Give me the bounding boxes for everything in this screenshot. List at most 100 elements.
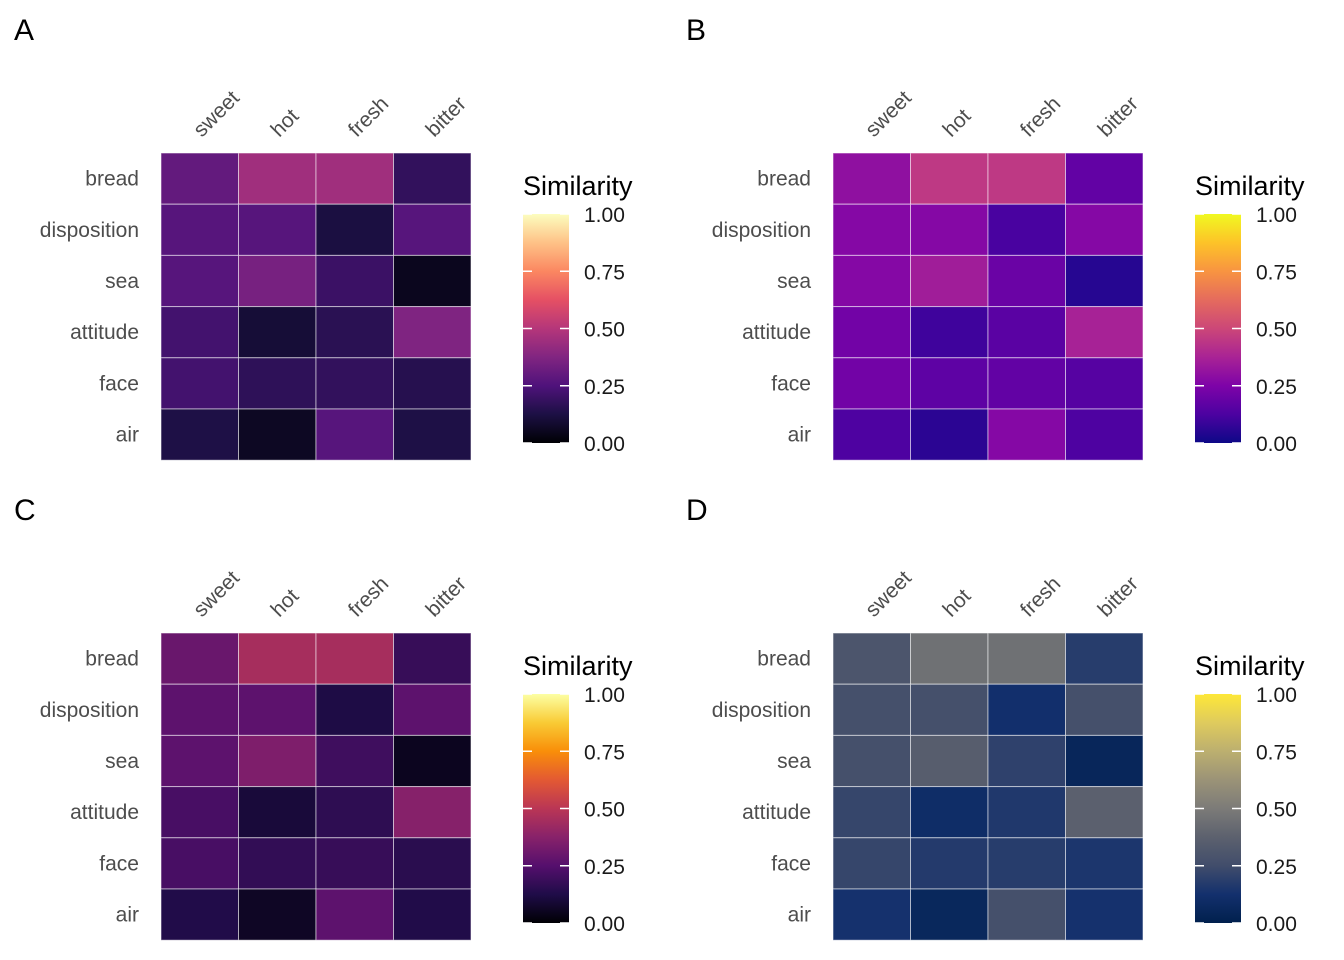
heatmap-cell: [1065, 786, 1144, 839]
heatmap-cell: [1065, 683, 1144, 736]
row-label: sea: [105, 750, 139, 773]
heatmap-cell: [160, 734, 239, 788]
heatmap-cell: [315, 203, 394, 256]
heatmap-cell: [160, 357, 239, 410]
heatmap-cell: [832, 203, 911, 256]
heatmap-cell: [1065, 203, 1144, 256]
column-label: bitter: [1094, 92, 1143, 141]
heatmap-cell: [160, 152, 239, 205]
heatmap-cell: [832, 888, 911, 941]
heatmap-cell: [393, 254, 472, 308]
heatmap-cell: [987, 254, 1066, 308]
heatmap-cell: [315, 632, 394, 685]
heatmap-cell: [910, 786, 989, 839]
row-label: sea: [777, 750, 811, 773]
heatmap-cell: [393, 203, 472, 256]
column-label: hot: [939, 105, 976, 142]
column-label: hot: [267, 105, 304, 142]
heatmap-cell: [832, 306, 911, 359]
heatmap-cell: [910, 254, 989, 308]
heatmap-cell: [238, 203, 317, 256]
heatmap-cell: [160, 306, 239, 359]
heatmap-cell: [832, 837, 911, 890]
heatmap-cell: [987, 683, 1066, 736]
row-label: sea: [105, 270, 139, 293]
heatmap-cell: [910, 357, 989, 410]
heatmap-cell: [393, 837, 472, 890]
legend-tick-label: 0.00: [584, 433, 625, 456]
legend-tick-label: 0.25: [1256, 856, 1297, 879]
legend-tick-label: 1.00: [584, 684, 625, 707]
heatmap-cell: [987, 408, 1066, 461]
heatmap-cell: [910, 408, 989, 461]
legend-tick-label: 0.00: [584, 913, 625, 936]
heatmap-cell: [393, 683, 472, 736]
legend-tick-label: 1.00: [1256, 684, 1297, 707]
heatmap-cell: [238, 408, 317, 461]
heatmap-cell: [832, 683, 911, 736]
legend-tick-label: 0.50: [584, 799, 625, 822]
heatmap-cell: [238, 888, 317, 941]
heatmap-cell: [238, 254, 317, 308]
legend-title: Similarity: [523, 171, 633, 201]
column-label: sweet: [189, 566, 244, 621]
row-label: disposition: [40, 219, 139, 242]
heatmap-cell: [160, 632, 239, 685]
heatmap-cell: [238, 837, 317, 890]
heatmap-cell: [238, 152, 317, 205]
row-label: attitude: [742, 801, 811, 824]
heatmap-cell: [1065, 254, 1144, 308]
row-label: face: [771, 372, 811, 395]
heatmap-cell: [1065, 632, 1144, 685]
heatmap-cell: [160, 254, 239, 308]
column-label: hot: [267, 585, 304, 622]
column-label: sweet: [189, 86, 244, 141]
heatmap-cell: [393, 786, 472, 839]
heatmap-cell: [393, 734, 472, 788]
legend-tick-label: 0.25: [584, 856, 625, 879]
legend-tick-label: 1.00: [584, 204, 625, 227]
heatmap-cell: [910, 837, 989, 890]
row-label: face: [99, 852, 139, 875]
heatmap-cell: [832, 152, 911, 205]
column-label: hot: [939, 585, 976, 622]
row-label: attitude: [70, 321, 139, 344]
row-label: face: [99, 372, 139, 395]
legend-tick-label: 0.75: [584, 261, 625, 284]
heatmap-cell: [1065, 152, 1144, 205]
legend-tick-label: 0.00: [1256, 913, 1297, 936]
row-label: disposition: [712, 219, 811, 242]
heatmap-cell: [393, 306, 472, 359]
heatmap-cell: [160, 203, 239, 256]
legend-tick-label: 0.25: [1256, 376, 1297, 399]
heatmap-cell: [315, 786, 394, 839]
heatmap-cell: [910, 152, 989, 205]
row-label: face: [771, 852, 811, 875]
heatmap-cell: [1065, 306, 1144, 359]
heatmap-cell: [315, 254, 394, 308]
legend-tick-label: 0.50: [1256, 319, 1297, 342]
heatmap-cell: [832, 734, 911, 788]
heatmap-cell: [315, 357, 394, 410]
legend-title: Similarity: [523, 651, 633, 681]
column-label: fresh: [1016, 92, 1065, 141]
column-label: bitter: [1094, 572, 1143, 621]
heatmap-cell: [987, 632, 1066, 685]
heatmap-cell: [160, 408, 239, 461]
column-label: sweet: [861, 86, 916, 141]
column-label: fresh: [1016, 572, 1065, 621]
heatmap-cell: [910, 306, 989, 359]
heatmap-cell: [987, 357, 1066, 410]
panel-label: B: [686, 14, 706, 47]
heatmap-cell: [160, 683, 239, 736]
legend-tick-label: 0.50: [584, 319, 625, 342]
column-label: fresh: [344, 92, 393, 141]
heatmap-cell: [1065, 888, 1144, 941]
heatmap-cell: [393, 888, 472, 941]
heatmap-cell: [987, 888, 1066, 941]
heatmap-cell: [315, 408, 394, 461]
heatmap-cell: [832, 254, 911, 308]
legend-title: Similarity: [1195, 651, 1305, 681]
